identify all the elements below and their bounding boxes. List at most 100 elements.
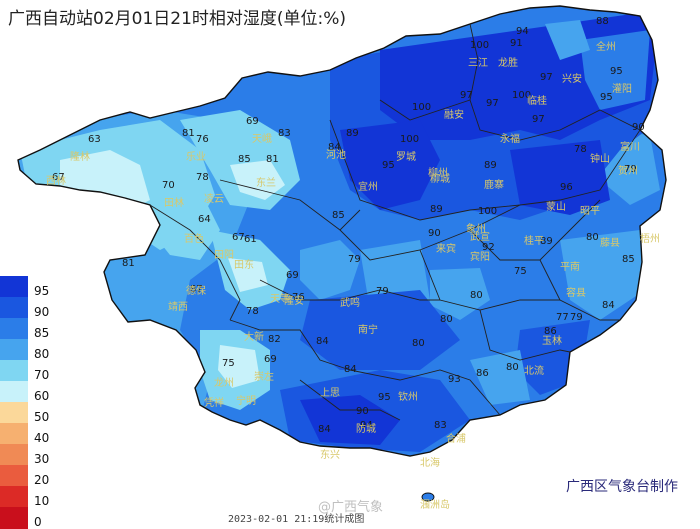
station-value: 89 [484,160,497,171]
station-value: 90 [428,228,441,239]
station-value: 75 [222,358,235,369]
legend-row: 30 [0,444,60,466]
legend-row: 80 [0,339,60,361]
city-label: 蒙山 [546,200,566,213]
station-value: 100 [400,134,419,145]
city-label: 梧州 [640,232,660,245]
station-value: 69 [286,270,299,281]
station-value: 88 [596,16,609,27]
legend-swatch [0,465,28,487]
city-label: 隆林 [70,150,90,163]
city-label: 北流 [524,364,544,377]
station-value: 86 [476,368,489,379]
station-value: 76 [292,292,305,303]
station-value: 69 [246,116,259,127]
city-label: 天峨 [252,133,272,145]
weibo-watermark: @广西气象 [318,500,384,515]
city-label: 凌云 [204,192,224,205]
city-label: 天等 [270,292,290,305]
station-value: 96 [560,182,573,193]
station-value: 83 [434,420,447,431]
city-label: 崇左 [254,370,274,383]
legend-label: 85 [34,326,50,340]
city-label: 藤县 [600,237,620,249]
legend-swatch [0,381,28,403]
city-label: 柳城 [430,172,450,185]
city-label: 全州 [596,40,616,53]
station-value: 94 [516,26,529,37]
station-value: 70 [162,180,175,191]
city-label: 西林 [46,174,66,187]
station-value: 93 [448,374,461,385]
legend-row: 85 [0,318,60,340]
legend-swatch [0,423,28,445]
station-value: 95 [378,392,391,403]
legend-label: 70 [34,368,50,382]
city-label: 乐业 [186,151,206,163]
city-label: 东兰 [256,176,276,189]
city-label: 德保 [186,284,206,297]
legend-swatch [0,507,28,529]
city-label: 南宁 [358,323,378,336]
station-value: 85 [622,254,635,265]
legend-row: 90 [0,297,60,319]
city-label: 大新 [244,330,264,343]
station-value: 89 [430,204,443,215]
station-value: 80 [470,290,483,301]
city-label: 象州 [466,223,486,235]
city-label: 田林 [164,196,184,209]
station-value: 95 [610,66,623,77]
station-value: 75 [514,266,527,277]
city-label: 百色 [184,232,204,245]
station-value: 91 [510,38,523,49]
station-value: 76 [196,134,209,145]
city-label: 融安 [444,108,464,121]
city-label: 宁明 [236,394,256,407]
city-label: 容县 [566,286,586,299]
station-value: 67 [232,232,245,243]
legend-row: 0 [0,507,60,529]
station-value: 95 [382,160,395,171]
legend-row: 10 [0,486,60,508]
legend-label: 60 [34,389,50,403]
legend-label: 80 [34,347,50,361]
station-value: 95 [600,92,613,103]
city-label: 田东 [234,258,254,271]
legend-label: 10 [34,494,50,508]
station-value: 97 [540,72,553,83]
legend-row: 60 [0,381,60,403]
station-value: 97 [486,98,499,109]
station-value: 90 [356,406,369,417]
legend-row: 20 [0,465,60,487]
legend-swatch [0,318,28,340]
legend-swatch [0,444,28,466]
legend-label: 50 [34,410,50,424]
station-value: 63 [88,134,101,145]
station-value: 61 [244,234,257,245]
city-label: 靖西 [168,300,188,313]
station-value: 78 [574,144,587,155]
city-label: 富川 [620,140,640,153]
city-label: 龙州 [214,376,234,389]
station-value: 80 [586,232,599,243]
city-label: 昭平 [580,205,600,217]
city-label: 贺州 [618,165,638,177]
station-value: 78 [246,306,259,317]
station-value: 87 [190,284,203,295]
legend-label: 90 [34,305,50,319]
station-value: 84 [344,364,357,375]
city-label: 桂平 [524,234,544,247]
station-value: 79 [570,312,583,323]
station-value: 77 [556,312,569,323]
legend-swatch [0,360,28,382]
city-label: 三江 [468,57,488,69]
legend-swatch [0,486,28,508]
city-label: 平南 [560,260,580,273]
station-value: 80 [440,314,453,325]
legend-row: 50 [0,402,60,424]
station-value: 67 [52,172,65,183]
city-label: 玉林 [542,334,562,347]
station-value: 79 [624,164,637,175]
city-label: 钟山 [590,152,610,165]
